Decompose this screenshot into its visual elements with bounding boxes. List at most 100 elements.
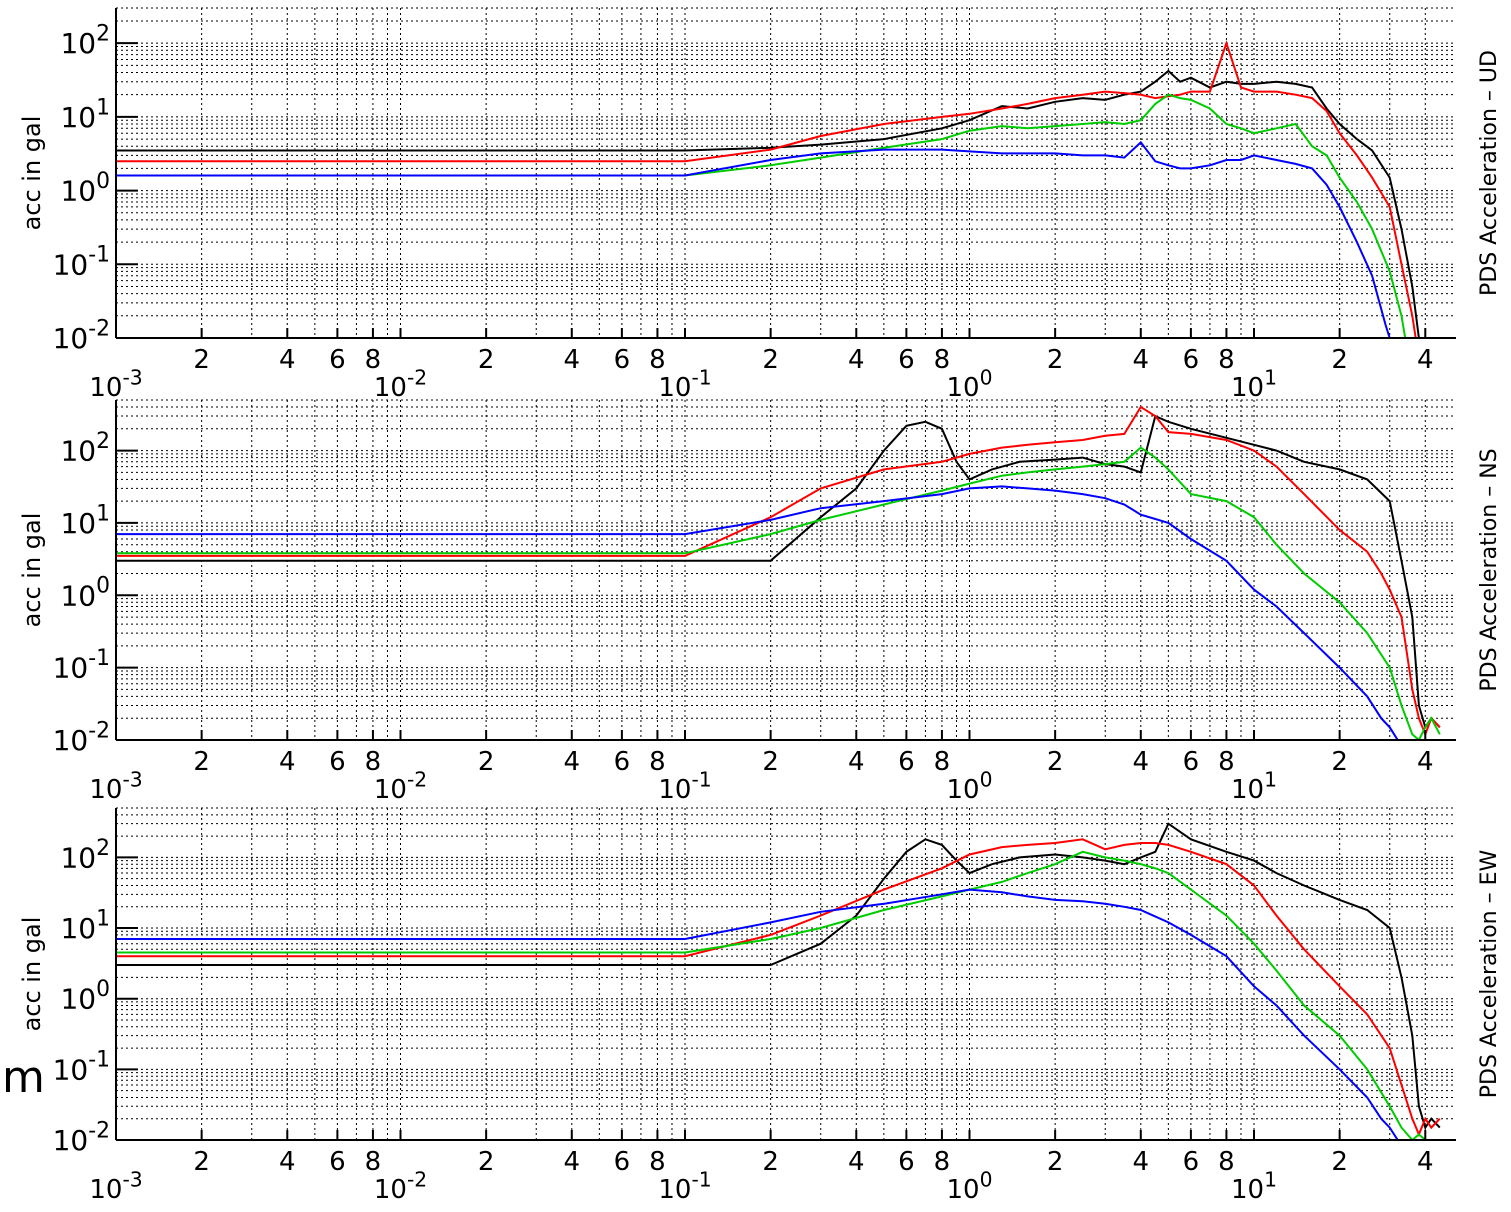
x-tick-label: 6 bbox=[614, 345, 631, 375]
y-tick-label: 10-2 bbox=[53, 1118, 110, 1157]
x-tick-label: 4 bbox=[848, 345, 865, 375]
x-tick-label: 6 bbox=[1183, 1147, 1200, 1177]
x-tick-label: 8 bbox=[1218, 345, 1235, 375]
series-line-4 bbox=[116, 888, 1399, 1140]
x-tick-label: 2 bbox=[1331, 747, 1348, 777]
x-tick-label: 4 bbox=[564, 747, 581, 777]
series-line-4 bbox=[116, 140, 1391, 338]
x-tick-label: 6 bbox=[898, 345, 915, 375]
series-line-1 bbox=[116, 414, 1441, 730]
x-tick-label: 2 bbox=[1047, 747, 1064, 777]
x-tick-label: 100 bbox=[947, 365, 993, 403]
y-axis-label: acc in gal bbox=[18, 116, 46, 231]
x-tick-label: 2 bbox=[1047, 345, 1064, 375]
x-tick-label: 6 bbox=[1183, 747, 1200, 777]
x-tick-label: 4 bbox=[1417, 1147, 1434, 1177]
x-tick-label: 10-3 bbox=[89, 365, 142, 403]
x-tick-label: 101 bbox=[1231, 1167, 1277, 1205]
x-tick-label: 6 bbox=[614, 747, 631, 777]
series-line-1 bbox=[116, 69, 1420, 338]
x-tick-label: 2 bbox=[762, 1147, 779, 1177]
series-line-3 bbox=[116, 850, 1426, 1140]
y-tick-label: 101 bbox=[60, 906, 110, 945]
x-tick-label: 10-1 bbox=[658, 1167, 711, 1205]
stray-letter: m bbox=[2, 1052, 45, 1103]
y-tick-label: 100 bbox=[60, 169, 110, 208]
y-tick-label: 10-2 bbox=[53, 316, 110, 355]
x-tick-label: 100 bbox=[947, 1167, 993, 1205]
series-line-4 bbox=[116, 485, 1399, 740]
x-tick-label: 10-3 bbox=[89, 1167, 142, 1205]
x-tick-label: 4 bbox=[1133, 1147, 1150, 1177]
x-tick-label: 10-2 bbox=[374, 767, 427, 805]
x-tick-label: 6 bbox=[329, 1147, 346, 1177]
x-tick-label: 4 bbox=[564, 1147, 581, 1177]
x-tick-label: 8 bbox=[1218, 1147, 1235, 1177]
panel-side-label: PDS Acceleration – EW bbox=[1477, 850, 1502, 1099]
y-tick-label: 101 bbox=[60, 501, 110, 540]
x-tick-label: 4 bbox=[1133, 747, 1150, 777]
x-tick-label: 4 bbox=[1133, 345, 1150, 375]
x-tick-label: 8 bbox=[649, 345, 666, 375]
x-tick-label: 2 bbox=[478, 747, 495, 777]
x-tick-label: 8 bbox=[365, 345, 382, 375]
y-tick-label: 10-1 bbox=[53, 243, 110, 282]
x-tick-label: 2 bbox=[762, 747, 779, 777]
y-tick-label: 102 bbox=[60, 22, 110, 61]
x-tick-label: 4 bbox=[564, 345, 581, 375]
x-tick-label: 101 bbox=[1231, 767, 1277, 805]
x-tick-label: 8 bbox=[649, 747, 666, 777]
x-tick-label: 2 bbox=[478, 345, 495, 375]
y-tick-label: 102 bbox=[60, 429, 110, 468]
x-tick-label: 10-3 bbox=[89, 767, 142, 805]
x-tick-label: 6 bbox=[614, 1147, 631, 1177]
y-tick-label: 10-1 bbox=[53, 646, 110, 685]
x-tick-label: 2 bbox=[478, 1147, 495, 1177]
x-tick-label: 4 bbox=[279, 345, 296, 375]
y-tick-label: 102 bbox=[60, 836, 110, 875]
x-tick-label: 2 bbox=[1331, 1147, 1348, 1177]
x-tick-label: 4 bbox=[1417, 345, 1434, 375]
x-tick-label: 100 bbox=[947, 767, 993, 805]
x-tick-label: 8 bbox=[934, 747, 951, 777]
series-line-2 bbox=[116, 40, 1417, 338]
panel-side-label: PDS Acceleration – UD bbox=[1477, 50, 1502, 296]
series-line-1 bbox=[116, 822, 1441, 1130]
x-tick-label: 4 bbox=[279, 747, 296, 777]
x-tick-label: 6 bbox=[329, 747, 346, 777]
x-tick-label: 6 bbox=[898, 747, 915, 777]
x-tick-label: 8 bbox=[365, 1147, 382, 1177]
x-tick-label: 2 bbox=[193, 345, 210, 375]
x-tick-label: 8 bbox=[365, 747, 382, 777]
grid bbox=[116, 807, 1456, 1140]
x-tick-label: 6 bbox=[329, 345, 346, 375]
series-line-3 bbox=[116, 93, 1407, 338]
x-tick-label: 10-2 bbox=[374, 1167, 427, 1205]
x-tick-label: 10-1 bbox=[658, 767, 711, 805]
x-tick-label: 4 bbox=[279, 1147, 296, 1177]
y-tick-label: 10-2 bbox=[53, 718, 110, 757]
x-tick-label: 10-2 bbox=[374, 365, 427, 403]
x-tick-label: 8 bbox=[649, 1147, 666, 1177]
y-tick-label: 101 bbox=[60, 95, 110, 134]
series-line-2 bbox=[116, 838, 1441, 1138]
grid bbox=[116, 7, 1456, 338]
x-tick-label: 2 bbox=[1331, 345, 1348, 375]
x-tick-label: 6 bbox=[898, 1147, 915, 1177]
y-tick-label: 100 bbox=[60, 574, 110, 613]
x-tick-label: 2 bbox=[193, 747, 210, 777]
x-tick-label: 2 bbox=[762, 345, 779, 375]
x-tick-label: 101 bbox=[1231, 365, 1277, 403]
y-axis-label: acc in gal bbox=[18, 513, 46, 628]
y-tick-label: 100 bbox=[60, 977, 110, 1016]
x-tick-label: 8 bbox=[934, 345, 951, 375]
series-line-3 bbox=[116, 446, 1441, 740]
x-tick-label: 10-1 bbox=[658, 365, 711, 403]
x-tick-label: 4 bbox=[848, 1147, 865, 1177]
x-tick-label: 4 bbox=[1417, 747, 1434, 777]
x-tick-label: 6 bbox=[1183, 345, 1200, 375]
